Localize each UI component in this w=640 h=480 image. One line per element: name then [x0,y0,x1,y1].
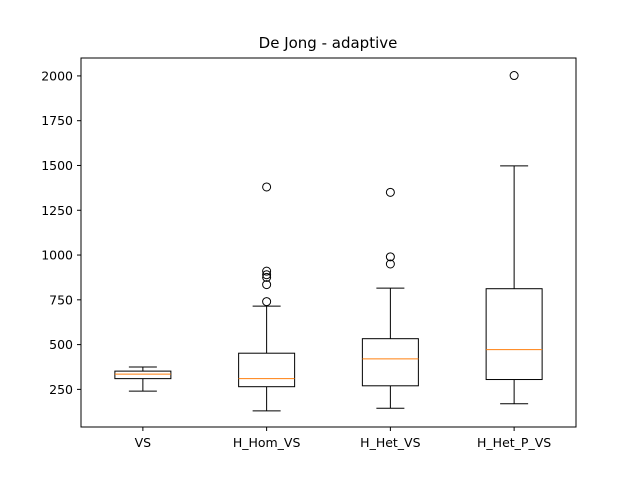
outlier-point [262,182,272,192]
outlier-point [385,187,395,197]
chart-title: De Jong - adaptive [259,34,398,52]
x-tick-label: H_Het_P_VS [477,435,551,450]
box-iqr [361,338,419,387]
x-tick-label: H_Het_VS [360,435,420,450]
axes-frame [80,57,577,428]
box-iqr [485,288,543,381]
box-iqr [238,352,296,388]
outlier-point [509,71,519,81]
y-tick-label: 750 [49,292,73,307]
y-tick-label: 1250 [41,203,73,218]
x-tick-label: H_Hom_VS [233,435,301,450]
outlier-point [262,280,272,290]
outlier-point [262,270,272,280]
outlier-point [262,266,272,276]
y-tick-label: 1000 [41,248,73,263]
plot-area: 250 500 750 1000 1250 1500 1750 2000 VS H_Hom_VS H… [41,57,577,450]
outlier-point [385,252,395,262]
outlier-point [262,272,272,282]
box-iqr [114,370,172,380]
y-tick-label: 1750 [41,113,73,128]
y-tick-label: 250 [49,382,73,397]
outlier-point [385,259,395,269]
x-tick-label: VS [135,435,152,450]
y-tick-label: 2000 [41,68,73,83]
y-tick-label: 500 [49,337,73,352]
outlier-point [262,297,272,307]
y-tick-label: 1500 [41,158,73,173]
